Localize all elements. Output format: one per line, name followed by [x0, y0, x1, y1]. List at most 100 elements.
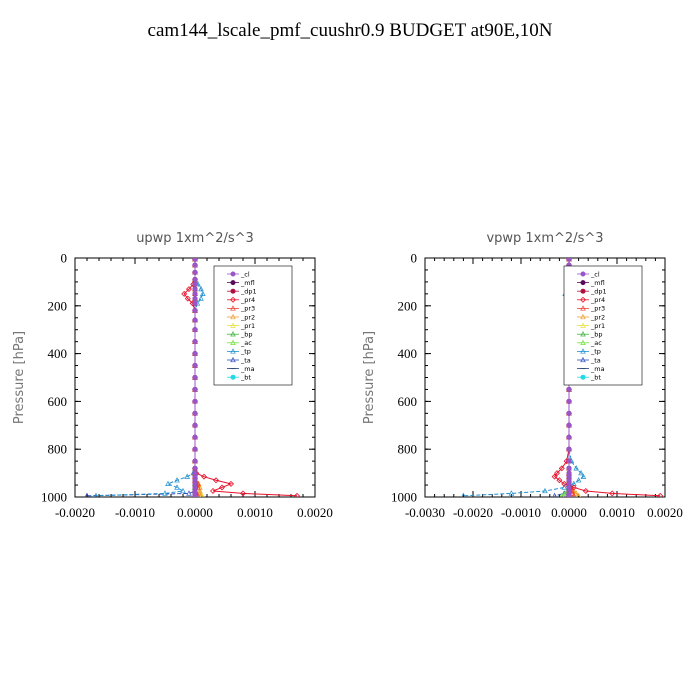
- data-point-pr4: [181, 290, 188, 297]
- data-point-cl: [192, 386, 198, 392]
- data-point-pr2: [576, 492, 581, 497]
- data-point-pr4: [228, 480, 234, 487]
- legend-label: _mfl: [240, 279, 255, 287]
- y-tick-label: 0: [411, 251, 418, 266]
- data-point-pr4: [558, 465, 565, 472]
- legend-swatch-marker: [230, 331, 236, 337]
- legend-label: _ta: [590, 356, 601, 364]
- data-point-cl: [192, 363, 198, 369]
- panel-title: upwp 1xm^2/s^3: [136, 231, 254, 246]
- data-point-tp: [165, 480, 171, 487]
- legend-swatch-marker: [580, 331, 586, 337]
- data-point-pr4: [554, 470, 560, 477]
- legend-swatch-marker: [230, 280, 236, 286]
- legend-swatch-marker: [580, 313, 586, 320]
- data-point-ta: [84, 492, 90, 497]
- legend-swatch-marker: [230, 313, 236, 320]
- data-point-pr4: [184, 295, 191, 302]
- legend-swatch-marker: [230, 322, 236, 328]
- series-line-ta: [86, 259, 196, 497]
- legend-label: _ac: [240, 339, 252, 347]
- data-point-cl: [192, 398, 198, 404]
- data-point-cl: [566, 422, 572, 428]
- legend-label: _cl: [590, 270, 600, 278]
- data-point-pr2: [198, 492, 204, 497]
- legend-swatch-marker: [580, 271, 586, 277]
- data-point-tp: [542, 487, 548, 494]
- data-point-tp: [184, 473, 190, 479]
- data-point-pr4: [609, 490, 616, 497]
- legend-label: _bp: [590, 331, 603, 339]
- data-point-cl: [192, 317, 198, 323]
- legend-swatch-marker: [230, 288, 236, 294]
- legend-swatch-marker: [580, 339, 586, 345]
- data-point-tp: [571, 480, 577, 487]
- x-tick-label: 0.0000: [177, 505, 213, 520]
- data-point-cl: [566, 465, 572, 471]
- data-point-cl: [192, 374, 198, 380]
- data-point-cl: [192, 277, 198, 283]
- data-point-tp: [580, 473, 587, 479]
- x-tick-label: 0.0020: [297, 505, 333, 520]
- legend-label: _bt: [590, 374, 601, 382]
- legend-label: _pr2: [590, 313, 605, 321]
- legend-swatch-marker: [580, 356, 586, 363]
- legend-label: _pr3: [590, 305, 605, 313]
- legend-label: _cl: [240, 270, 250, 278]
- data-point-pr3: [571, 492, 577, 497]
- data-point-pr4: [657, 492, 664, 497]
- legend-swatch-marker: [230, 348, 236, 354]
- x-tick-label: -0.0030: [405, 505, 445, 520]
- data-point-ta: [186, 490, 192, 496]
- data-point-cl: [566, 493, 572, 497]
- legend-label: _ma: [240, 365, 255, 373]
- data-point-pr4: [551, 473, 558, 480]
- legend-swatch-marker: [230, 374, 236, 380]
- legend-swatch-marker: [230, 339, 236, 345]
- x-tick-label: -0.0010: [501, 505, 541, 520]
- data-point-cl: [192, 422, 198, 428]
- data-point-cl: [192, 258, 198, 262]
- data-point-cl: [566, 398, 572, 404]
- legend-label: _pr1: [240, 322, 255, 330]
- data-point-cl: [192, 458, 198, 464]
- data-point-pr4: [294, 492, 300, 497]
- data-point-ta: [552, 492, 557, 497]
- y-tick-label: 800: [48, 442, 68, 457]
- legend-label: _ac: [590, 339, 602, 347]
- data-point-pr4: [213, 477, 219, 484]
- data-point-cl: [566, 386, 572, 392]
- x-tick-label: -0.0010: [115, 505, 155, 520]
- data-point-tp: [93, 492, 99, 497]
- data-point-tp: [198, 295, 204, 301]
- panel-2: vpwp 1xm^2/s^3 Pressure [hPa] -0.0030 -0.00…: [362, 231, 683, 520]
- y-tick-label: 600: [48, 394, 68, 409]
- data-point-cl: [192, 291, 198, 297]
- data-point-tp: [174, 484, 180, 490]
- y-tick-label: 400: [398, 346, 418, 361]
- y-tick-label: 200: [48, 298, 68, 313]
- legend-label: _bt: [240, 374, 251, 382]
- data-point-cl: [192, 446, 198, 452]
- y-axis-label: Pressure [hPa]: [362, 331, 377, 424]
- legend-swatch-marker: [230, 296, 236, 303]
- legend-label: _tp: [590, 348, 601, 356]
- data-point-cl: [566, 258, 572, 262]
- panel-title: vpwp 1xm^2/s^3: [486, 231, 603, 246]
- data-point-cl: [192, 286, 198, 292]
- data-point-pr2: [197, 487, 203, 494]
- data-point-pr4: [240, 490, 246, 497]
- legend: _cl_mfl_dp1_pr4_pr3_pr2_pr1_bp_ac_tp_ta_…: [213, 265, 293, 386]
- y-axis-label: Pressure [hPa]: [12, 331, 27, 424]
- data-point-pr4: [570, 484, 577, 491]
- data-point-tp: [561, 484, 567, 490]
- data-point-cl: [566, 446, 572, 452]
- data-point-cl: [192, 262, 198, 268]
- data-point-cl: [192, 410, 198, 416]
- data-point-cl: [192, 339, 198, 345]
- x-tick-label: 0.0000: [551, 505, 587, 520]
- legend-swatch-marker: [580, 374, 586, 380]
- legend-swatch-marker: [230, 356, 236, 363]
- y-tick-label: 600: [398, 394, 418, 409]
- legend-label: _dp1: [240, 288, 257, 296]
